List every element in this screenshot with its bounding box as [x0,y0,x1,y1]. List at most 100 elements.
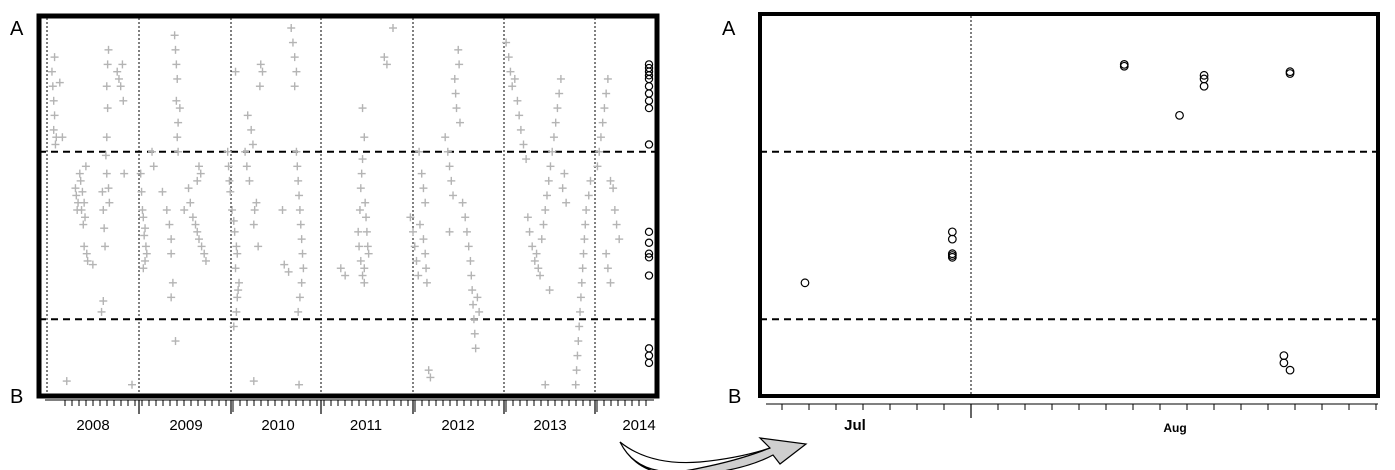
plus-marker [79,220,88,229]
plus-marker [462,227,471,236]
plus-marker [194,162,203,171]
plus-marker [358,271,367,280]
plus-marker [254,242,263,251]
plus-marker [232,242,241,251]
plus-marker [98,187,107,196]
plus-marker [141,242,150,251]
plus-marker [256,60,265,69]
plus-marker [541,206,550,214]
plus-marker [249,220,258,229]
plus-marker [99,206,108,214]
plus-marker [586,176,595,185]
plus-marker [140,231,149,240]
plus-marker [100,224,109,233]
right-plot-frame [758,12,1380,398]
plus-marker [171,337,180,346]
plus-marker [455,118,464,127]
left-chart: A B 2008 2009 2010 2011 2012 2013 2014 [10,13,660,434]
plus-marker [158,187,167,196]
plus-marker [415,147,424,156]
plus-marker [233,293,242,302]
plus-marker [516,125,525,134]
plus-marker [234,286,243,295]
x-tick-label: Jul [844,417,866,434]
left-plot-points [47,24,654,389]
plus-marker [546,162,555,171]
plus-marker [245,176,254,185]
plus-marker [197,242,206,251]
plus-marker [167,249,176,258]
plus-marker [515,111,524,120]
plus-marker [545,286,554,295]
plus-marker [193,176,202,185]
plus-marker [595,147,604,156]
plus-marker [50,111,59,120]
plus-marker [537,235,546,244]
circle-marker [644,249,654,258]
plus-marker [231,264,240,273]
plus-marker [577,278,586,287]
plus-marker [525,227,534,236]
right-y-bottom-label: B [728,386,741,408]
plus-marker [294,176,303,185]
plus-marker [58,133,67,142]
plus-marker [103,60,112,69]
plus-marker [536,271,545,280]
plus-marker [609,184,618,193]
plus-marker [172,96,181,105]
circle-marker [1199,81,1209,91]
plus-marker [406,213,415,222]
plus-marker [582,206,591,214]
circle-marker [1119,61,1129,71]
plus-marker [113,67,122,76]
plus-marker [142,249,151,258]
plus-marker [572,366,581,375]
plus-marker [173,74,182,83]
plus-marker [103,104,112,113]
plus-marker [141,224,150,233]
x-tick-label: Aug [1163,421,1186,435]
plus-marker [426,373,435,382]
plus-marker [452,104,461,113]
plus-marker [506,67,515,76]
plus-marker [71,184,80,193]
circle-marker [1285,365,1295,375]
plus-marker [235,278,244,287]
left-y-bottom-label: B [10,386,23,408]
plus-marker [549,133,558,142]
plus-marker [232,307,241,316]
plus-marker [574,337,583,346]
plus-marker [558,184,567,193]
plus-marker [548,147,557,156]
plus-marker [290,82,299,91]
plus-marker [80,242,89,251]
plus-marker [200,249,209,258]
circle-marker [644,227,654,237]
plus-marker [469,300,478,309]
plus-marker [541,380,550,389]
plus-marker [119,96,128,105]
plus-marker [141,256,150,265]
plus-marker [419,184,428,193]
circle-marker [644,253,654,262]
x-tick-label: 2010 [261,417,294,434]
plus-marker [104,184,113,193]
plus-marker [248,140,257,149]
plus-marker [81,213,90,222]
plus-marker [50,53,59,62]
plus-marker [364,249,373,258]
plus-marker [358,155,367,164]
plus-marker [606,176,615,185]
plus-marker [354,227,363,236]
plus-marker [128,380,136,389]
plus-marker [139,213,148,222]
plus-marker [600,104,609,113]
plus-marker [360,278,369,287]
plus-marker [225,176,234,185]
plus-marker [167,293,176,302]
plus-marker [278,206,287,214]
plus-marker [356,256,365,265]
plus-marker [475,307,484,316]
plus-marker [361,198,370,207]
plus-marker [75,169,84,178]
